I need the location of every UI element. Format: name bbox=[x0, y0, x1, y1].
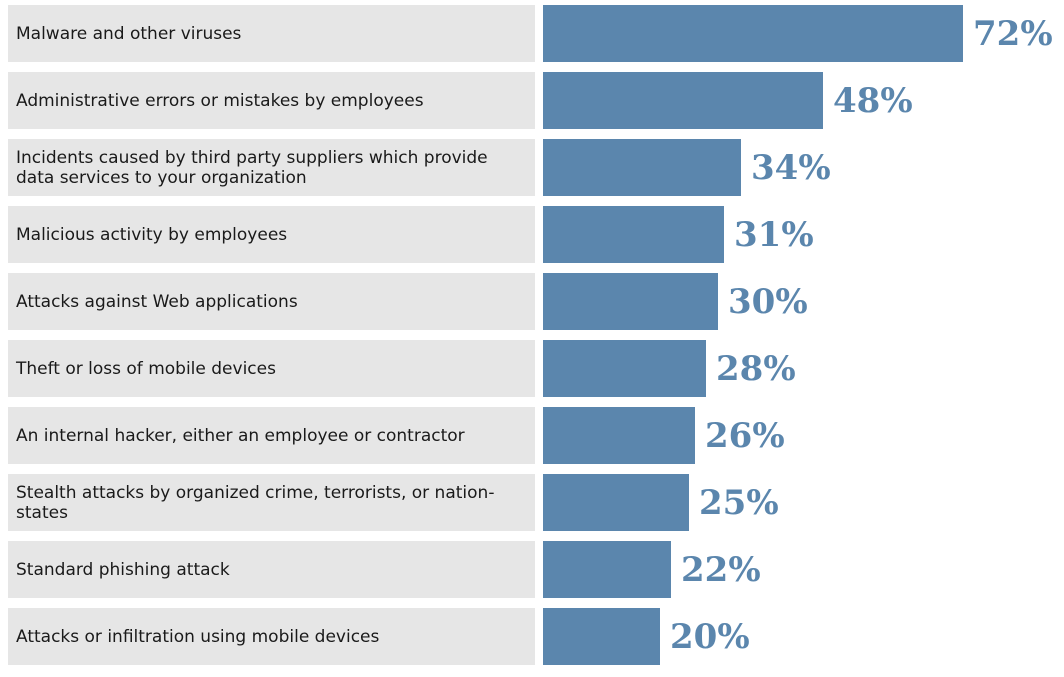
bar bbox=[543, 608, 660, 665]
category-label: Attacks or infiltration using mobile dev… bbox=[16, 626, 380, 647]
bar bbox=[543, 273, 718, 330]
category-label-cell: Malware and other viruses bbox=[8, 5, 535, 62]
category-label: Attacks against Web applications bbox=[16, 291, 298, 312]
value-label: 28% bbox=[716, 348, 796, 389]
category-label: Incidents caused by third party supplier… bbox=[16, 147, 488, 188]
category-label: Theft or loss of mobile devices bbox=[16, 358, 276, 379]
category-label-cell: An internal hacker, either an employee o… bbox=[8, 407, 535, 464]
value-label: 22% bbox=[681, 549, 761, 590]
value-label: 31% bbox=[734, 214, 814, 255]
value-label: 72% bbox=[973, 13, 1053, 54]
bar bbox=[543, 340, 706, 397]
bar bbox=[543, 474, 689, 531]
bar bbox=[543, 206, 724, 263]
bar bbox=[543, 72, 823, 129]
value-label: 34% bbox=[751, 147, 831, 188]
category-label-cell: Theft or loss of mobile devices bbox=[8, 340, 535, 397]
category-label: Administrative errors or mistakes by emp… bbox=[16, 90, 424, 111]
category-label-cell: Attacks or infiltration using mobile dev… bbox=[8, 608, 535, 665]
category-label-cell: Administrative errors or mistakes by emp… bbox=[8, 72, 535, 129]
bar bbox=[543, 541, 671, 598]
bar bbox=[543, 139, 741, 196]
category-label-cell: Malicious activity by employees bbox=[8, 206, 535, 263]
category-label-cell: Attacks against Web applications bbox=[8, 273, 535, 330]
category-label: An internal hacker, either an employee o… bbox=[16, 425, 465, 446]
bar bbox=[543, 5, 963, 62]
value-label: 20% bbox=[670, 616, 750, 657]
bar bbox=[543, 407, 695, 464]
category-label: Malware and other viruses bbox=[16, 23, 242, 44]
value-label: 48% bbox=[833, 80, 913, 121]
category-label-cell: Stealth attacks by organized crime, terr… bbox=[8, 474, 535, 531]
category-label: Malicious activity by employees bbox=[16, 224, 288, 245]
category-label-cell: Standard phishing attack bbox=[8, 541, 535, 598]
category-label: Standard phishing attack bbox=[16, 559, 230, 580]
value-label: 30% bbox=[728, 281, 808, 322]
category-label: Stealth attacks by organized crime, terr… bbox=[16, 482, 495, 523]
value-label: 25% bbox=[699, 482, 779, 523]
category-label-cell: Incidents caused by third party supplier… bbox=[8, 139, 535, 196]
value-label: 26% bbox=[705, 415, 785, 456]
